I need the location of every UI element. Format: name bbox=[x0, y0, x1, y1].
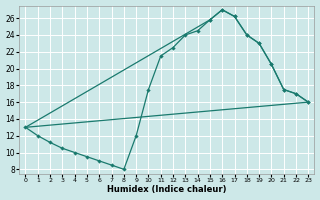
X-axis label: Humidex (Indice chaleur): Humidex (Indice chaleur) bbox=[107, 185, 227, 194]
